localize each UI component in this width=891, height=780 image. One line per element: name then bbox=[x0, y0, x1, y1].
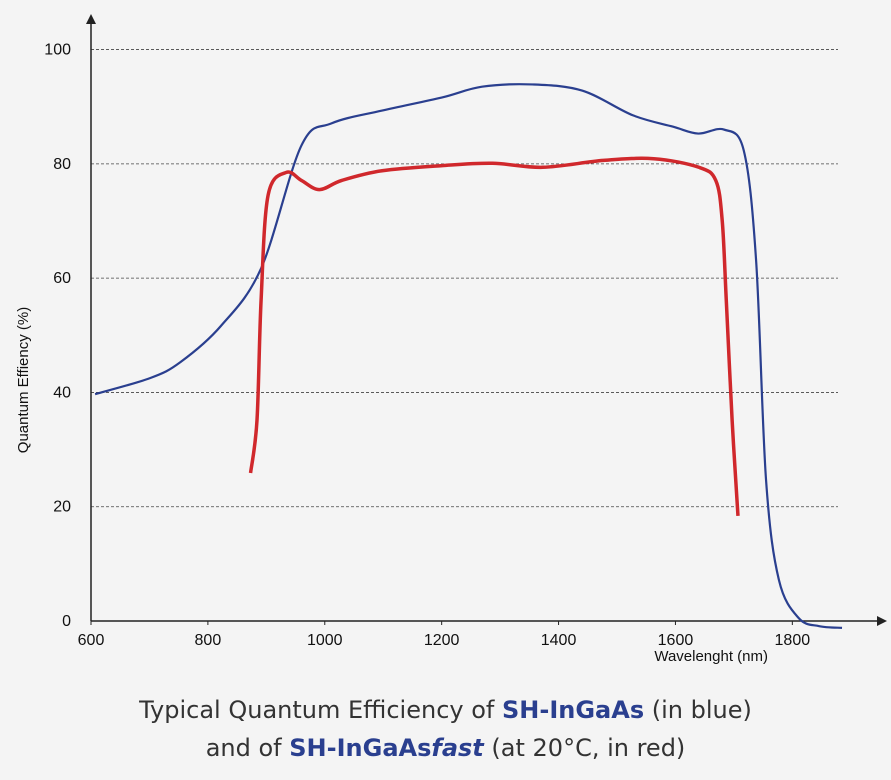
series-line bbox=[94, 83, 843, 629]
x-tick-label: 1600 bbox=[658, 632, 694, 649]
x-tick-label: 1200 bbox=[424, 632, 460, 649]
caption-product: SH-InGaAs bbox=[502, 696, 645, 724]
y-axis-label: Quantum Effiency (%) bbox=[15, 307, 32, 453]
y-tick-label: 80 bbox=[53, 156, 71, 173]
x-tick-label: 1400 bbox=[541, 632, 577, 649]
caption-line: Typical Quantum Efficiency of SH-InGaAs … bbox=[0, 696, 891, 724]
series-line bbox=[248, 156, 740, 516]
x-tick-label: 1800 bbox=[775, 632, 811, 649]
y-tick-label: 20 bbox=[53, 499, 71, 516]
x-tick-label: 800 bbox=[195, 632, 222, 649]
caption-text: and of bbox=[205, 734, 282, 762]
caption-text: Typical Quantum Efficiency of bbox=[139, 696, 495, 724]
y-tick-label: 40 bbox=[53, 384, 71, 401]
caption-text: (in blue) bbox=[651, 696, 752, 724]
caption-text: (at 20°C, in red) bbox=[491, 734, 686, 762]
caption-line: and of SH-InGaAsfast (at 20°C, in red) bbox=[0, 734, 891, 762]
y-tick-label: 0 bbox=[62, 613, 71, 630]
caption-product: SH-InGaAs bbox=[289, 734, 432, 762]
x-axis-arrow bbox=[877, 616, 887, 626]
x-tick-label: 600 bbox=[78, 632, 105, 649]
x-axis-label: Wavelenght (nm) bbox=[654, 648, 768, 665]
chart: Quantum Effiency (%) Wavelenght (nm) 0 20… bbox=[15, 14, 887, 665]
y-axis-arrow bbox=[86, 14, 96, 24]
caption-emphasis: fast bbox=[431, 734, 484, 762]
y-tick-label: 100 bbox=[44, 42, 71, 59]
x-tick-label: 1000 bbox=[307, 632, 343, 649]
y-tick-label: 60 bbox=[53, 270, 71, 287]
